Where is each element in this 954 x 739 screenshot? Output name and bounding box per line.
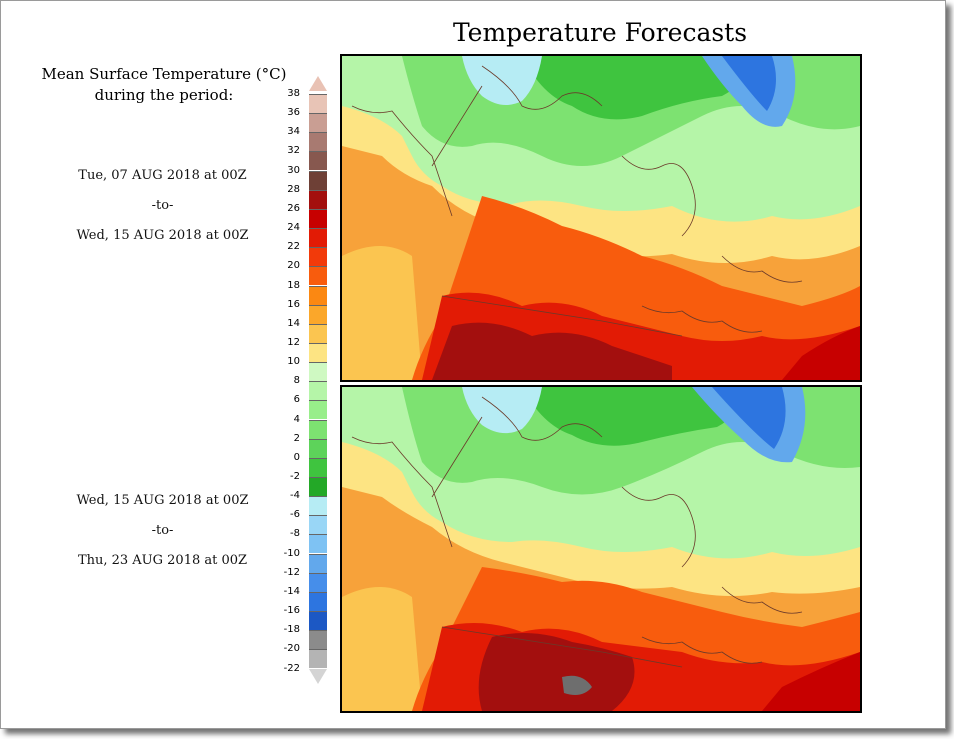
period-1-end: Wed, 15 AUG 2018 at 00Z [76,228,249,243]
scale-tick-label: 14 [287,317,300,329]
scale-tick-label: 0 [293,451,300,463]
map-1-graphic [342,56,860,380]
scale-cell [309,362,327,382]
scale-cell [309,170,327,190]
scale-tick-label: 32 [287,145,300,157]
scale-top-arrow [309,76,327,91]
scale-cell [309,323,327,343]
scale-tick-label: 4 [293,413,300,425]
scale-tick-label: -16 [283,605,300,617]
scale-tick-label: -4 [290,490,300,502]
period-1-start: Tue, 07 AUG 2018 at 00Z [78,168,247,183]
period-1-separator: -to- [151,198,174,213]
scale-cell [309,400,327,420]
legend-title: Mean Surface Temperature (°C) during the… [22,64,306,106]
legend-title-line2: during the period: [94,86,234,104]
scale-bottom-arrow [309,668,327,684]
scale-tick-label: 38 [287,88,300,99]
scale-tick-label: -6 [290,509,300,521]
scale-tick-label: 30 [287,164,300,176]
scale-cell [309,266,327,286]
scale-cell [309,572,327,592]
forecast-map-period-2 [340,385,862,713]
scale-tick-label: 36 [287,107,300,119]
scale-tick-label: 8 [293,375,300,387]
scale-cell [309,419,327,439]
scale-tick-label: 26 [287,202,300,214]
scale-tick-label: 6 [293,394,300,406]
period-1-label: Tue, 07 AUG 2018 at 00Z -to- Wed, 15 AUG… [40,161,285,251]
legend-title-line1: Mean Surface Temperature (°C) [41,65,287,83]
scale-cell [309,132,327,152]
scale-tick-label: 16 [287,298,300,310]
scale-cell [309,304,327,324]
scale-tick-label: -20 [283,643,300,655]
scale-tick-label: 20 [287,260,300,272]
period-2-end: Thu, 23 AUG 2018 at 00Z [77,553,248,568]
scale-cell [309,553,327,573]
scale-cell [309,534,327,554]
scale-tick-label: -12 [283,566,300,578]
scale-tick-label: 2 [293,432,300,444]
scale-tick-label: 22 [287,241,300,253]
scale-cell [309,151,327,171]
scale-cell [309,342,327,362]
figure-title: Temperature Forecasts [452,18,748,47]
scale-cell [309,228,327,248]
scale-cell [309,438,327,458]
scale-tick-label: -10 [283,547,300,559]
scale-cell [309,649,327,669]
scale-cell [309,477,327,496]
scale-cell [309,247,327,267]
scale-cell [309,496,327,516]
scale-cell [309,630,327,650]
scale-tick-label: 18 [287,279,300,291]
period-2-separator: -to- [151,523,174,538]
map-2-graphic [342,387,860,711]
scale-tick-label: -14 [283,585,300,597]
scale-tick-label: 10 [287,356,300,368]
scale-tick-label: 12 [287,336,300,348]
scale-cell [309,189,327,209]
scale-cell [309,381,327,401]
scale-cell [309,515,327,535]
scale-cell [309,285,327,305]
scale-tick-label: -8 [290,528,300,540]
period-2-label: Wed, 15 AUG 2018 at 00Z -to- Thu, 23 AUG… [40,486,285,576]
scale-cell [309,113,327,133]
scale-cell [309,94,327,113]
scale-tick-label: -2 [290,471,300,482]
scale-tick-label: -18 [283,624,300,636]
scale-tick-label: -22 [283,662,300,674]
scale-cell [309,591,327,611]
scale-tick-label: 34 [287,126,300,138]
period-2-start: Wed, 15 AUG 2018 at 00Z [76,493,249,508]
scale-tick-label: 28 [287,183,300,195]
scale-cell [309,457,327,477]
scale-cell [309,208,327,228]
scale-tick-label: 24 [287,222,300,234]
scale-cell [309,611,327,631]
forecast-map-period-1 [340,54,862,382]
